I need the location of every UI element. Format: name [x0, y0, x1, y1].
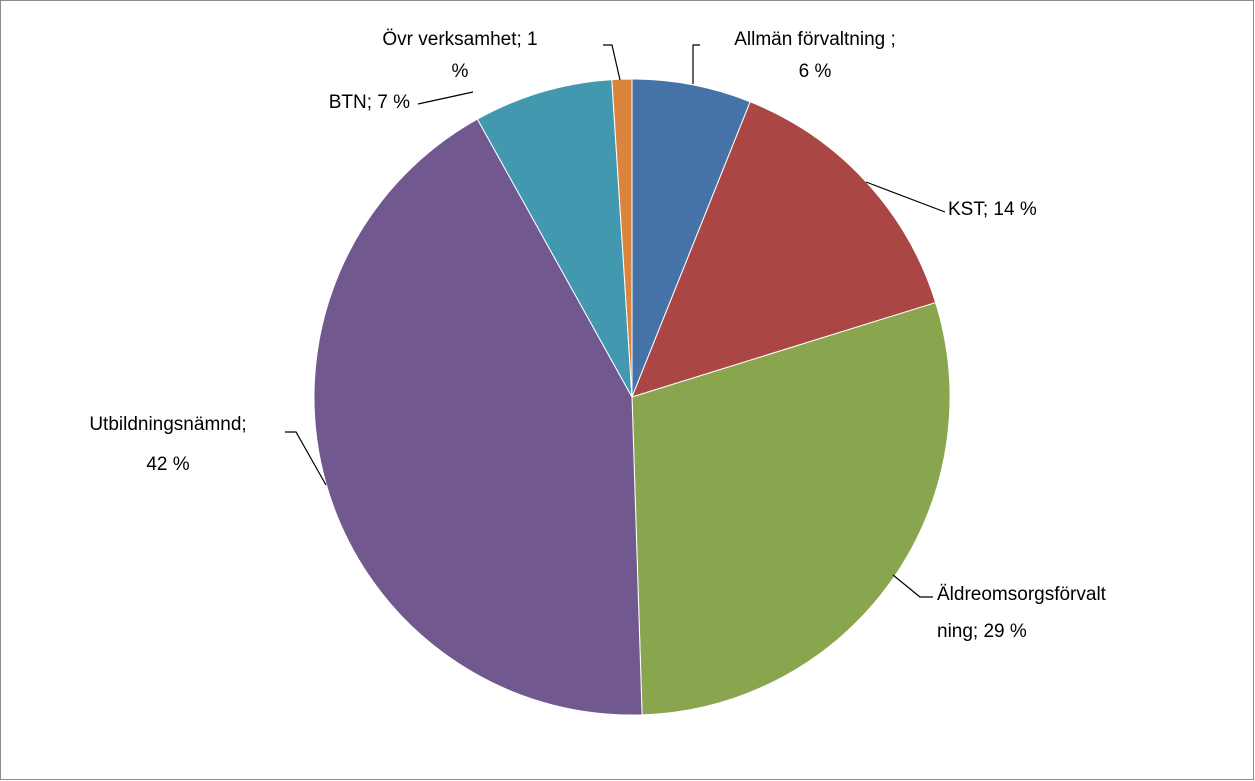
data-label: 42 %	[146, 454, 189, 475]
pie-slice	[631, 78, 751, 398]
leader-line	[285, 431, 327, 486]
data-label: ning; 29 %	[937, 621, 1027, 642]
leader-line	[417, 91, 474, 105]
data-label: Äldreomsorgsförvalt	[937, 584, 1107, 605]
pie-slice	[631, 101, 937, 398]
data-label: KST; 14 %	[948, 199, 1037, 220]
data-label: Övr verksamhet; 1	[382, 29, 537, 50]
leader-line	[603, 44, 621, 81]
data-label: %	[452, 61, 469, 82]
data-label: Allmän förvaltning ;	[734, 29, 896, 50]
leader-line	[692, 44, 700, 84]
data-label: Utbildningsnämnd;	[89, 414, 246, 435]
data-label: 6 %	[799, 61, 832, 82]
pie-slice	[611, 78, 633, 398]
pie-slice	[631, 301, 951, 716]
leader-line	[892, 574, 933, 598]
leader-line	[865, 181, 946, 213]
pie-slice	[476, 79, 633, 398]
data-label: BTN; 7 %	[329, 92, 410, 113]
